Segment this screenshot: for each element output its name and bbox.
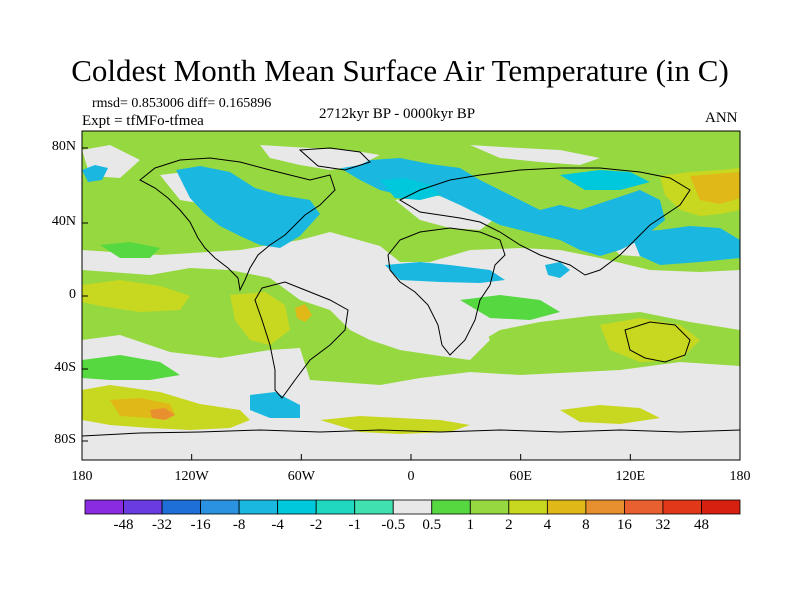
colorbar-swatch-15	[662, 499, 702, 515]
colorbar-label-6: -1	[348, 517, 361, 533]
colorbar-swatch-11	[508, 499, 548, 515]
colorbar-label-1: -32	[152, 517, 173, 533]
lon-label-0: 180	[71, 469, 93, 484]
colorbar-swatch-8	[392, 499, 433, 515]
period-label: 2712kyr BP - 0000kyr BP	[319, 106, 476, 122]
colorbar-swatch-12	[546, 499, 587, 515]
lat-label-0: 80N	[51, 139, 76, 154]
season-label: ANN	[705, 110, 738, 126]
lon-label-4: 60E	[509, 469, 532, 484]
colorbar-swatch-16	[701, 499, 741, 515]
colorbar-swatch-5	[277, 499, 317, 515]
colorbar-swatch-14	[624, 499, 664, 515]
colorbar-swatch-13	[585, 499, 625, 515]
lon-label-2: 60W	[287, 469, 315, 484]
colorbar	[84, 499, 741, 515]
lat-label-4: 80S	[54, 432, 76, 447]
anomaly-field	[82, 131, 740, 460]
lat-label-1: 40N	[51, 214, 76, 229]
experiment-label: Expt = tfMFo-tfmea	[82, 113, 204, 129]
colorbar-swatch-0	[84, 499, 124, 515]
colorbar-swatch-4	[238, 499, 279, 515]
lon-label-6: 180	[729, 469, 751, 484]
colorbar-swatch-1	[123, 499, 163, 515]
colorbar-label-15: 48	[693, 517, 709, 533]
colorbar-label-4: -4	[271, 517, 284, 533]
lat-label-3: 40S	[54, 360, 76, 375]
lon-label-5: 120E	[615, 469, 646, 484]
stats-line: rmsd= 0.853006 diff= 0.165896	[92, 96, 272, 111]
colorbar-label-3: -8	[232, 517, 246, 533]
colorbar-label-0: -48	[113, 517, 134, 533]
lon-label-1: 120W	[174, 469, 209, 484]
lon-label-3: 0	[407, 469, 415, 484]
colorbar-label-5: -2	[309, 517, 323, 533]
colorbar-label-2: -16	[190, 517, 211, 533]
colorbar-swatch-2	[161, 499, 201, 515]
coastlines	[82, 147, 740, 437]
colorbar-swatch-10	[469, 499, 510, 515]
lat-label-2: 0	[69, 287, 76, 302]
colorbar-label-8: 0.5	[422, 517, 442, 533]
chart-title: Coldest Month Mean Surface Air Temperatu…	[71, 53, 729, 88]
colorbar-label-11: 4	[543, 517, 552, 533]
colorbar-label-13: 16	[616, 517, 632, 533]
colorbar-swatch-3	[200, 499, 240, 515]
colorbar-swatch-6	[315, 499, 356, 515]
colorbar-swatch-7	[354, 499, 394, 515]
colorbar-label-12: 8	[582, 517, 590, 533]
colorbar-swatch-9	[431, 499, 471, 515]
colorbar-label-10: 2	[505, 517, 513, 533]
colorbar-label-14: 32	[655, 517, 671, 533]
colorbar-label-9: 1	[466, 517, 475, 533]
colorbar-label-7: -0.5	[381, 517, 406, 533]
